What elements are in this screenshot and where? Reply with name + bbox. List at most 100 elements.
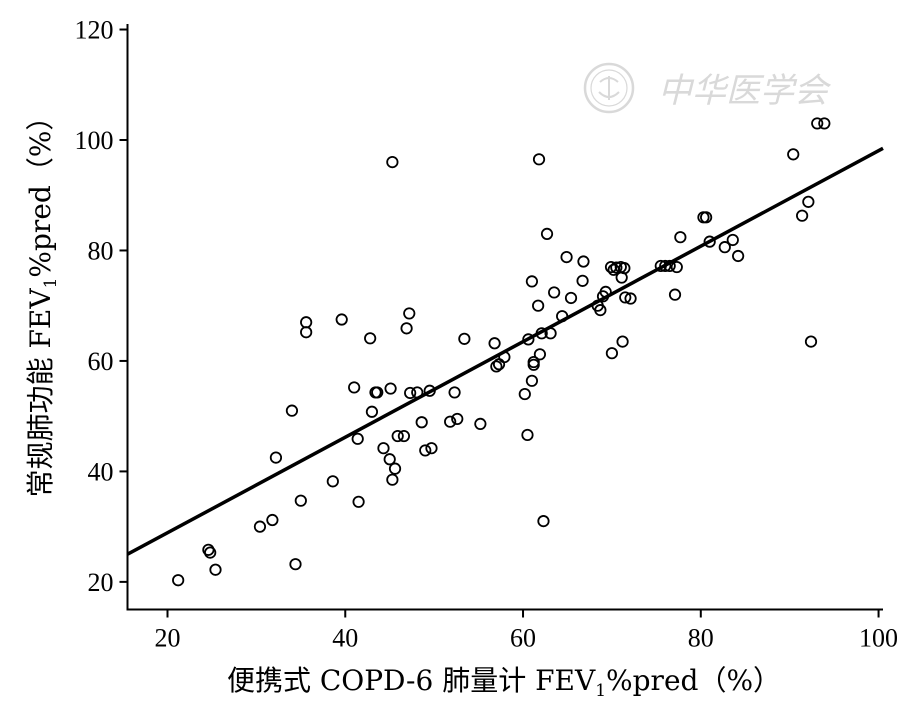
data-point <box>386 473 399 486</box>
data-point <box>537 515 550 528</box>
data-point <box>415 416 428 429</box>
data-point <box>335 313 348 326</box>
data-point <box>388 462 402 475</box>
data-point <box>618 262 631 275</box>
y-axis-label: 常规肺功能 FEV1%pred（%） <box>24 103 61 498</box>
data-point <box>674 231 687 244</box>
x-axis-label: 便携式 COPD-6 肺量计 FEV1%pred（%） <box>227 664 781 701</box>
data-points <box>172 117 831 587</box>
data-point <box>540 227 554 240</box>
x-tick-label: 80 <box>688 624 714 653</box>
data-point <box>351 432 364 445</box>
data-point <box>610 261 623 274</box>
data-point <box>619 291 632 304</box>
data-point <box>423 384 436 397</box>
data-point <box>397 429 411 443</box>
data-point <box>488 337 501 350</box>
data-point <box>605 347 619 360</box>
data-point <box>474 417 487 431</box>
data-point <box>525 374 539 387</box>
data-point <box>209 563 222 576</box>
data-point <box>544 327 557 340</box>
data-point <box>533 348 547 361</box>
data-point <box>802 195 815 208</box>
data-point <box>172 574 185 587</box>
data-point <box>285 404 299 417</box>
data-point <box>576 274 589 287</box>
data-point <box>371 386 384 399</box>
data-point <box>490 360 503 373</box>
x-tick-label: 100 <box>859 624 898 653</box>
data-point <box>492 358 506 371</box>
data-point <box>796 209 809 222</box>
data-point <box>403 307 416 320</box>
data-point <box>556 310 569 323</box>
data-point <box>654 259 667 273</box>
data-point <box>532 153 546 166</box>
data-point <box>391 429 404 443</box>
data-point <box>560 250 573 264</box>
data-point <box>726 233 739 247</box>
data-point <box>458 332 471 345</box>
data-point <box>377 442 390 455</box>
data-point <box>527 355 540 369</box>
x-tick-label: 60 <box>510 624 536 653</box>
data-point <box>411 386 424 399</box>
y-tick-label: 20 <box>88 568 114 597</box>
data-point <box>451 412 464 426</box>
data-point <box>266 513 279 527</box>
data-point <box>253 520 267 533</box>
data-point <box>703 235 716 248</box>
data-point <box>548 286 561 299</box>
data-point <box>525 275 539 288</box>
y-tick-label: 60 <box>88 347 114 376</box>
data-point <box>624 292 637 305</box>
data-point <box>498 350 511 364</box>
data-point <box>204 546 217 559</box>
data-point <box>425 442 438 455</box>
seal-icon <box>583 62 635 114</box>
data-point <box>700 211 713 224</box>
data-point <box>594 304 607 317</box>
data-point <box>732 249 745 263</box>
data-point <box>348 381 361 394</box>
data-point <box>364 332 377 345</box>
data-point <box>289 558 302 571</box>
x-tick-label: 20 <box>154 624 180 653</box>
data-point <box>521 428 534 442</box>
data-point <box>444 415 457 428</box>
tick-labels: 20 40 60 80 100 20 40 60 80 100 120 <box>75 16 899 653</box>
y-tick-label: 80 <box>88 236 114 265</box>
x-tick-label: 40 <box>332 624 358 653</box>
data-point <box>564 291 578 305</box>
y-tick-label: 100 <box>75 126 114 155</box>
data-point <box>718 241 731 254</box>
data-point <box>386 155 399 169</box>
data-point <box>599 285 612 298</box>
data-point <box>518 387 531 401</box>
data-point <box>668 288 682 301</box>
y-tick-label: 40 <box>88 457 114 486</box>
data-point <box>818 117 831 130</box>
data-point <box>383 453 396 466</box>
data-point <box>787 148 800 161</box>
data-point <box>269 451 283 464</box>
data-point <box>663 259 676 273</box>
data-point <box>300 316 313 329</box>
data-point <box>659 259 672 273</box>
data-point <box>400 322 413 335</box>
axis-ticks <box>119 28 880 618</box>
data-point <box>384 382 397 395</box>
watermark-text: 中华医学会 <box>658 71 832 111</box>
data-point <box>670 260 683 274</box>
data-point <box>811 117 824 130</box>
data-point <box>448 386 461 399</box>
data-point <box>577 255 590 268</box>
data-point <box>365 405 379 418</box>
data-point <box>352 495 365 508</box>
data-point <box>326 475 339 488</box>
data-point <box>300 326 313 339</box>
data-point <box>804 335 818 348</box>
y-tick-label: 120 <box>75 16 114 45</box>
